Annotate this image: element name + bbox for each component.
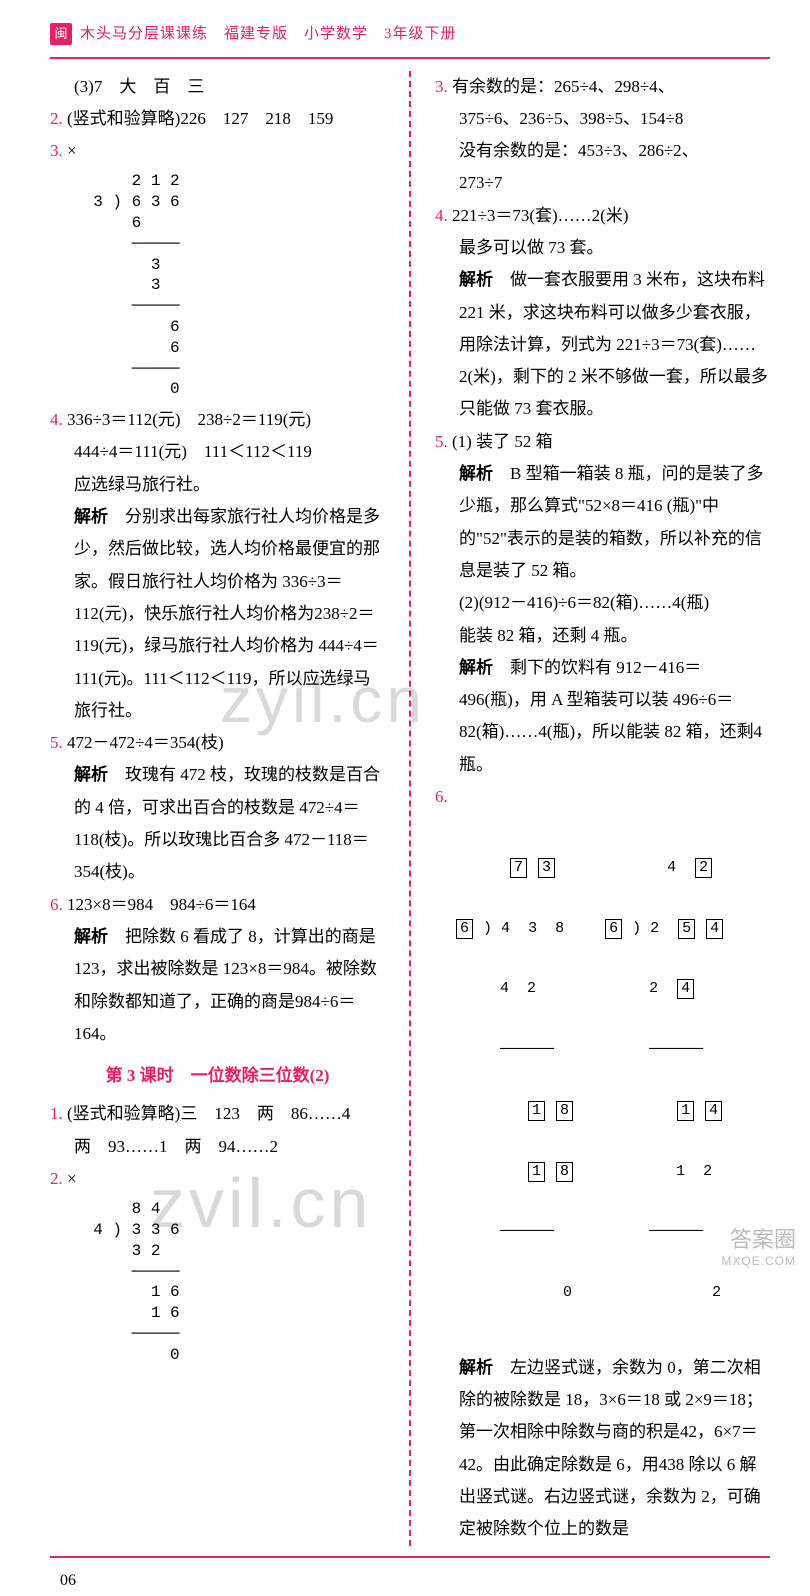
watermark-corner: 答案圈 MXQE.COM (721, 1227, 796, 1268)
digit: 3 (528, 920, 537, 937)
r-q4-analysis-text: 做一套衣服要用 3 米布，这块布料 221 米，求这块布料可以做多少套衣服，用除… (459, 270, 768, 418)
digits: 1 2 (676, 1163, 712, 1180)
watermark-url: MXQE.COM (721, 1254, 796, 1268)
q5-analysis-text: 玫瑰有 472 枝，玫瑰的枝数是百合的 4 倍，可求出百合的枝数是 472÷4＝… (74, 765, 380, 881)
box: 2 (695, 858, 712, 878)
digit: 4 (667, 859, 676, 876)
r-q5-analysis1: 解析 B 型箱一箱装 8 瓶，问的是装了多少瓶，那么算式"52×8＝416 (瓶… (435, 458, 770, 587)
s3-q1-line2: 两 93……1 两 94……2 (50, 1131, 385, 1163)
q5-analysis: 解析 玫瑰有 472 枝，玫瑰的枝数是百合的 4 倍，可求出百合的枝数是 472… (50, 759, 385, 888)
digit: 4 (501, 920, 510, 937)
r-q4-l2: 最多可以做 73 套。 (435, 232, 770, 264)
digit: 2 (712, 1284, 721, 1301)
s3-q2-long-division: 8 4 4 ) 3 3 6 3 2 ───── 1 6 1 6 ───── 0 (74, 1199, 385, 1365)
s3-q1-text: (竖式和验算略)三 123 两 86……4 (67, 1104, 350, 1123)
analysis-label: 解析 (459, 464, 493, 483)
q4: 4. 336÷3＝112(元) 238÷2＝119(元) (50, 404, 385, 436)
q4-line2: 444÷4＝111(元) 111＜112＜119 (50, 436, 385, 468)
box: 4 (705, 1101, 722, 1121)
analysis-label: 解析 (74, 765, 108, 784)
analysis-label: 解析 (74, 927, 108, 946)
box: 3 (538, 858, 555, 878)
r-q3-l1: 有余数的是：265÷4、298÷4、 (452, 77, 675, 96)
r-q5-analysis2: 解析 剩下的饮料有 912－416＝496(瓶)，用 A 型箱装可以装 496÷… (435, 652, 770, 781)
digit: 2 (650, 920, 659, 937)
digit: 8 (555, 920, 564, 937)
boxed-div-right: 4 2 6 ) 2 5 4 2 4 ────── 1 4 1 2 ────── … (604, 817, 724, 1344)
watermark-brand: 答案圈 (721, 1227, 796, 1253)
analysis-label: 解析 (459, 1358, 493, 1377)
column-divider (409, 71, 411, 1546)
boxed-divisions: 7 3 6 ) 4 3 8 4 2 ────── 1 8 1 8 ────── … (435, 817, 770, 1344)
q6-analysis-text: 把除数 6 看成了 8，计算出的商是 123，求出被除数是 123×8＝984。… (74, 927, 377, 1043)
r-q4-l1: 221÷3＝73(套)……2(米) (452, 206, 628, 225)
s3-q2-x: × (67, 1169, 77, 1188)
q2: 2. (竖式和验算略)226 127 218 159 (50, 103, 385, 135)
r-q6: 6. (435, 781, 770, 813)
s3-q1: 1. (竖式和验算略)三 123 两 86……4 (50, 1098, 385, 1130)
q1-3: (3)7 大 百 三 (50, 71, 385, 103)
top-rule (50, 57, 770, 59)
box: 5 (678, 919, 695, 939)
box: 1 (528, 1162, 545, 1182)
box: 1 (528, 1101, 545, 1121)
r-q3-l4: 273÷7 (435, 167, 770, 199)
r-q6-analysis: 解析 左边竖式谜，余数为 0，第二次相除的被除数是 18，3×6＝18 或 2×… (435, 1352, 770, 1546)
r-q3: 3. 有余数的是：265÷4、298÷4、 (435, 71, 770, 103)
box: 7 (510, 858, 527, 878)
box: 8 (556, 1162, 573, 1182)
page-header: 闽 木头马分层课课练 福建专版 小学数学 3年级下册 (0, 0, 810, 57)
page-number: 06 (0, 1558, 810, 1596)
q5-text: 472－472÷4＝354(枝) (67, 733, 224, 752)
box: 4 (706, 919, 723, 939)
q4-analysis-text: 分别求出每家旅行社人均价格是多少，然后做比较，选人均价格最便宜的那家。假日旅行社… (74, 507, 380, 720)
digit: 2 (649, 980, 658, 997)
r-q5: 5. (1) 装了 52 箱 (435, 426, 770, 458)
q3-x: × (67, 141, 77, 160)
left-column: (3)7 大 百 三 2. (竖式和验算略)226 127 218 159 3.… (50, 71, 385, 1546)
q2-text: (竖式和验算略)226 127 218 159 (67, 109, 333, 128)
r-q5-analysis2-text: 剩下的饮料有 912－416＝496(瓶)，用 A 型箱装可以装 496÷6＝8… (459, 658, 762, 774)
r-q5-analysis1-text: B 型箱一箱装 8 瓶，问的是装了多少瓶，那么算式"52×8＝416 (瓶)"中… (459, 464, 764, 580)
digit: 0 (563, 1284, 572, 1301)
r-q5-l1: (1) 装了 52 箱 (452, 432, 553, 451)
box: 1 (677, 1101, 694, 1121)
q5: 5. 472－472÷4＝354(枝) (50, 727, 385, 759)
q3-long-division: 2 1 2 3 ) 6 3 6 6 ───── 3 3 ───── 6 6 ──… (74, 171, 385, 400)
q3: 3. × (50, 135, 385, 167)
s3-q2: 2. × (50, 1163, 385, 1195)
box: 6 (605, 919, 622, 939)
box: 6 (456, 919, 473, 939)
q4-analysis: 解析 分别求出每家旅行社人均价格是多少，然后做比较，选人均价格最便宜的那家。假日… (50, 501, 385, 727)
digits: 4 2 (500, 980, 536, 997)
r-q4-analysis: 解析 做一套衣服要用 3 米布，这块布料 221 米，求这块布料可以做多少套衣服… (435, 264, 770, 425)
analysis-label: 解析 (459, 270, 493, 289)
province-icon: 闽 (50, 23, 72, 45)
analysis-label: 解析 (459, 658, 493, 677)
r-q5-l3: (2)(912－416)÷6＝82(箱)……4(瓶) (435, 587, 770, 619)
content-columns: (3)7 大 百 三 2. (竖式和验算略)226 127 218 159 3.… (0, 71, 810, 1546)
header-title: 木头马分层课课练 福建专版 小学数学 3年级下册 (80, 20, 457, 49)
boxed-div-left: 7 3 6 ) 4 3 8 4 2 ────── 1 8 1 8 ────── … (455, 817, 574, 1344)
section-3-title: 第 3 课时 一位数除三位数(2) (50, 1060, 385, 1092)
q4-line1: 336÷3＝112(元) 238÷2＝119(元) (67, 410, 311, 429)
q6-analysis: 解析 把除数 6 看成了 8，计算出的商是 123，求出被除数是 123×8＝9… (50, 921, 385, 1050)
r-q6-analysis-text: 左边竖式谜，余数为 0，第二次相除的被除数是 18，3×6＝18 或 2×9＝1… (459, 1358, 763, 1538)
q4-line3: 应选绿马旅行社。 (50, 469, 385, 501)
r-q5-l4: 能装 82 箱，还剩 4 瓶。 (435, 620, 770, 652)
right-column: 3. 有余数的是：265÷4、298÷4、 375÷6、236÷5、398÷5、… (435, 71, 770, 1546)
r-q4: 4. 221÷3＝73(套)……2(米) (435, 200, 770, 232)
q6-text: 123×8＝984 984÷6＝164 (67, 895, 256, 914)
q6: 6. 123×8＝984 984÷6＝164 (50, 889, 385, 921)
r-q3-l3: 没有余数的是：453÷3、286÷2、 (435, 135, 770, 167)
box: 4 (677, 979, 694, 999)
r-q3-l2: 375÷6、236÷5、398÷5、154÷8 (435, 103, 770, 135)
analysis-label: 解析 (74, 507, 108, 526)
box: 8 (556, 1101, 573, 1121)
